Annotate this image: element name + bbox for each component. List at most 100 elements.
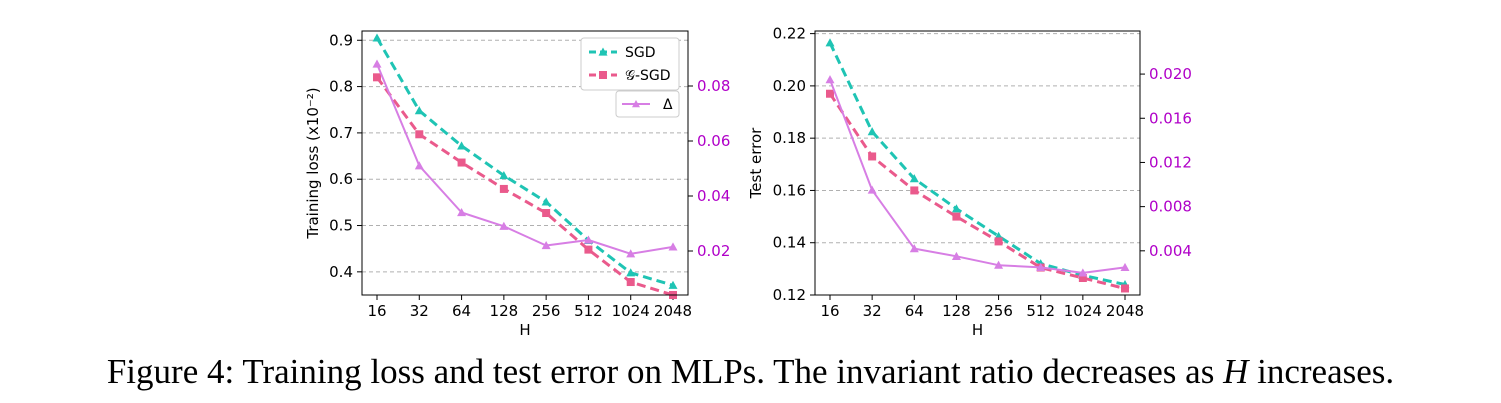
series-line <box>828 42 1126 286</box>
x-tick-label: 1024 <box>1064 302 1102 320</box>
data-point <box>951 251 961 260</box>
legend-marker <box>599 71 607 79</box>
y2-tick-label: 0.04 <box>697 187 730 205</box>
data-point <box>499 171 509 180</box>
data-point <box>499 184 508 193</box>
data-point <box>542 209 551 218</box>
y-tick-label: 0.6 <box>329 170 353 188</box>
data-point <box>1078 274 1087 283</box>
data-point <box>415 130 424 139</box>
data-point <box>867 127 877 136</box>
data-point <box>583 235 593 244</box>
data-point <box>457 158 466 167</box>
y-tick-label: 0.9 <box>329 31 353 49</box>
y2-tick-label: 0.012 <box>1149 153 1192 171</box>
x-tick-label: 1024 <box>612 302 650 320</box>
chart-test-error: 0.12 0.14 0.16 0.18 0.20 0.22 0.004 0.008 0.012 0… <box>747 25 1192 339</box>
data-point <box>994 237 1003 246</box>
series-line <box>828 92 1126 290</box>
data-point <box>414 161 424 170</box>
series-line <box>829 79 1126 274</box>
x-tick-label: 32 <box>410 302 429 320</box>
y2-tick-label: 0.06 <box>697 132 730 150</box>
data-point <box>499 221 509 230</box>
legend-marker <box>598 47 608 56</box>
y-tick-label: 0.7 <box>329 124 353 142</box>
x-tick-label: 16 <box>820 302 839 320</box>
y-tick-label: 0.4 <box>329 263 353 281</box>
caption-prefix: Figure 4: Training loss and test error o… <box>106 352 1224 391</box>
x-tick-label: 256 <box>532 302 561 320</box>
y2-tick-label: 0.004 <box>1149 242 1192 260</box>
data-point <box>668 242 678 251</box>
data-point <box>372 33 382 42</box>
data-point <box>909 174 919 183</box>
x-tick-label: 128 <box>942 302 971 320</box>
data-point <box>826 89 834 98</box>
data-point <box>825 38 835 47</box>
data-point <box>668 280 678 289</box>
figure-caption: Figure 4: Training loss and test error o… <box>0 352 1501 392</box>
y2-tick-label: 0.016 <box>1149 109 1192 127</box>
caption-suffix: increases. <box>1248 352 1395 391</box>
data-point <box>626 268 636 277</box>
y2-tick-label: 0.020 <box>1149 65 1192 83</box>
y-tick-label: 0.20 <box>773 77 806 95</box>
y-tick-label: 0.22 <box>773 25 806 43</box>
y-tick-label: 0.12 <box>773 286 806 304</box>
data-point <box>951 204 961 213</box>
x-tick-label: 512 <box>1026 302 1055 320</box>
data-point <box>867 185 877 194</box>
data-point <box>952 212 961 221</box>
legend-marker <box>632 100 640 108</box>
x-tick-label: 256 <box>984 302 1013 320</box>
data-point <box>541 197 551 206</box>
legend-label: SGD <box>625 45 656 61</box>
plot-frame <box>361 30 689 296</box>
chart-canvas: 0.4 0.5 0.6 0.7 0.8 0.9 0.02 0.04 0.06 0.08 16 32 64… <box>304 25 1192 339</box>
data-point <box>868 152 877 161</box>
y2-tick-label: 0.008 <box>1149 198 1192 216</box>
data-point <box>1036 262 1046 271</box>
data-point <box>1121 284 1129 293</box>
x-tick-label: 128 <box>490 302 519 320</box>
caption-variable: H <box>1223 352 1249 391</box>
y2-tick-label: 0.02 <box>697 242 730 260</box>
data-point <box>626 278 635 287</box>
data-point <box>1078 268 1088 277</box>
y-axis-label: Test error <box>747 127 765 199</box>
series-line <box>375 37 674 287</box>
x-tick-label: 64 <box>905 302 924 320</box>
chart-training-loss: 0.4 0.5 0.6 0.7 0.8 0.9 0.02 0.04 0.06 0.08 16 32 64… <box>304 30 730 339</box>
y-tick-label: 0.14 <box>773 234 806 252</box>
plot-frame <box>814 30 1141 296</box>
data-point <box>372 59 382 68</box>
data-point <box>373 73 381 82</box>
data-point <box>414 106 424 115</box>
legend-label: 𝒢-SGD <box>625 68 671 84</box>
x-axis-label: H <box>972 321 983 339</box>
x-tick-label: 64 <box>452 302 471 320</box>
x-tick-label: 2048 <box>1106 302 1144 320</box>
x-tick-label: 2048 <box>654 302 692 320</box>
data-point <box>457 141 467 150</box>
data-point <box>626 249 636 258</box>
data-point <box>1120 262 1130 271</box>
y-tick-label: 0.16 <box>773 181 806 199</box>
y-tick-label: 0.8 <box>329 78 353 96</box>
y-axis-label: Training loss (x10⁻²) <box>304 87 322 239</box>
data-point <box>825 75 835 84</box>
data-point <box>909 244 919 253</box>
x-tick-label: 32 <box>863 302 882 320</box>
legend-label: Δ <box>663 97 673 113</box>
x-tick-label: 512 <box>574 302 603 320</box>
y2-tick-label: 0.08 <box>697 77 730 95</box>
y-tick-label: 0.5 <box>329 217 353 235</box>
data-point <box>457 208 467 217</box>
data-point <box>910 186 919 195</box>
data-point <box>541 241 551 250</box>
data-point <box>994 260 1004 269</box>
x-axis-label: H <box>519 321 530 339</box>
data-point <box>584 245 593 254</box>
